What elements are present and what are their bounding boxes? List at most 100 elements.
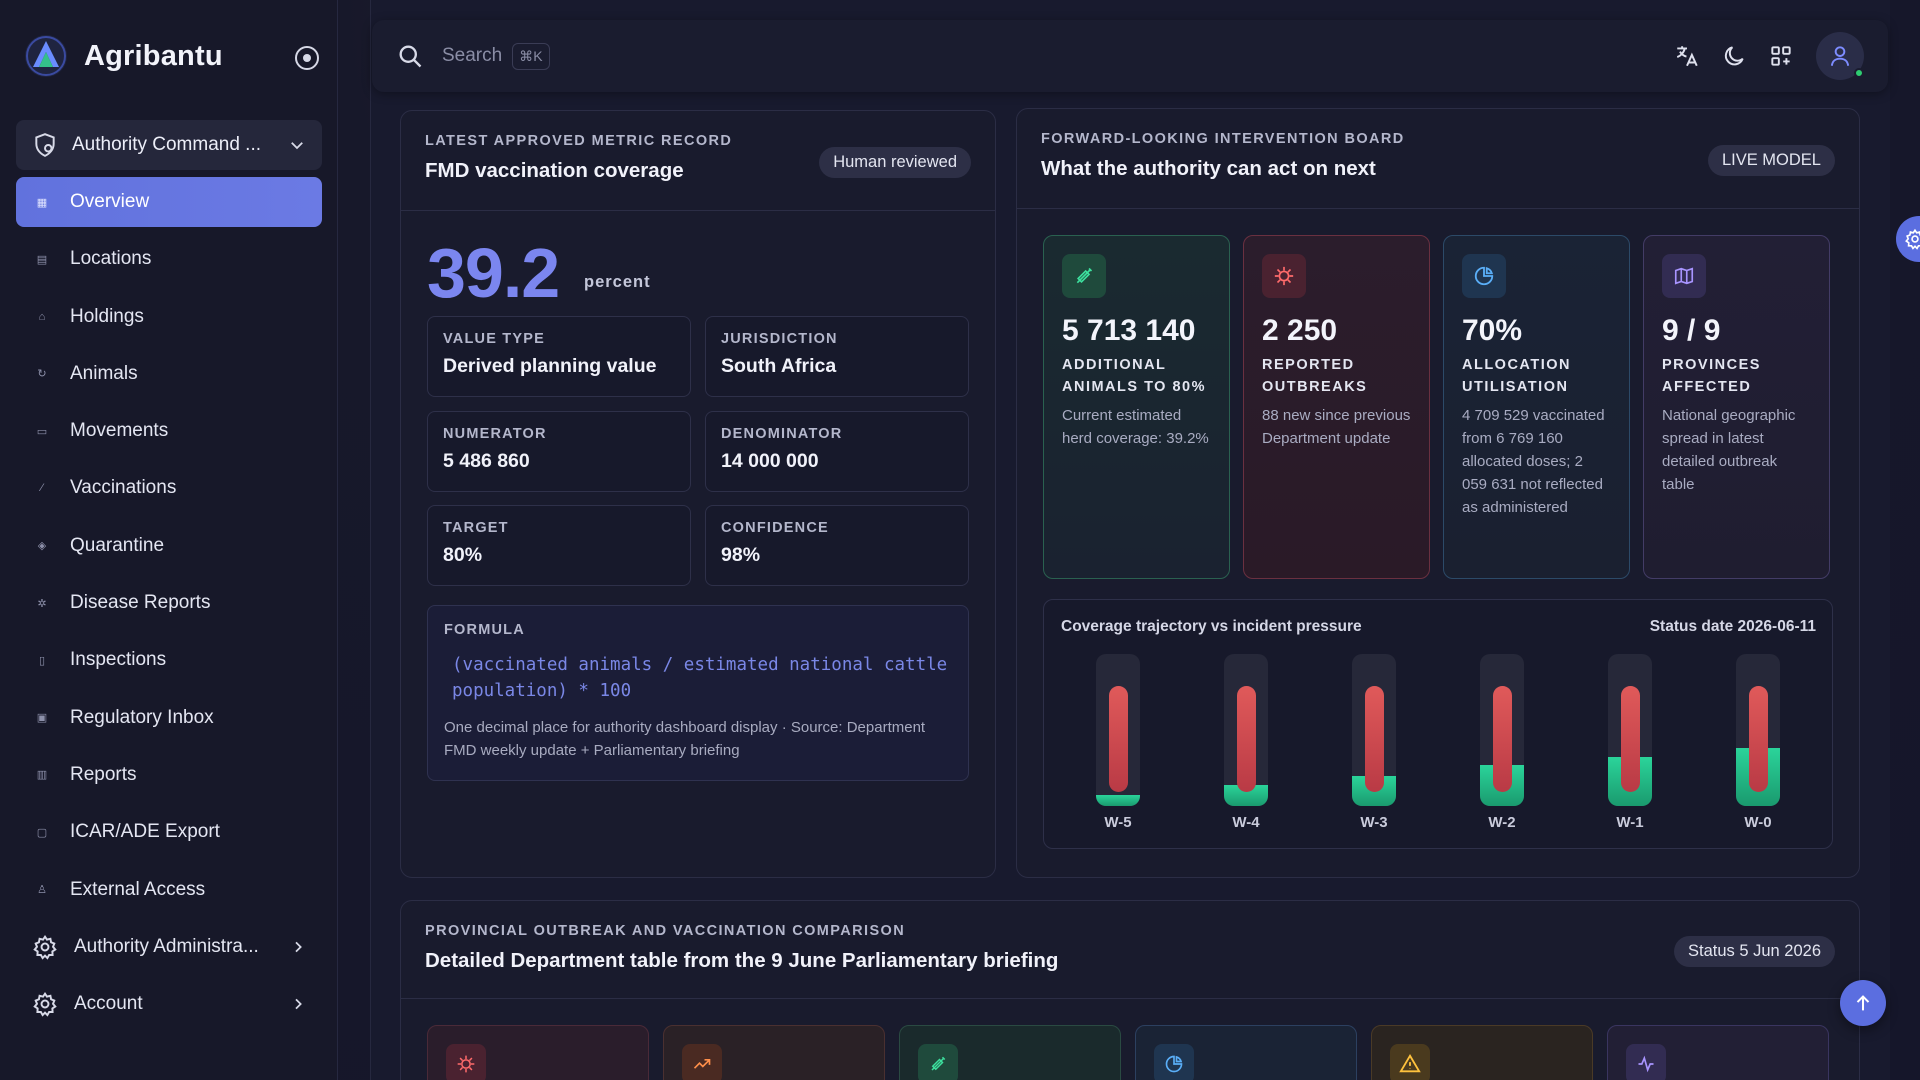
tile-reported-outbreaks[interactable]: 2 250 REPORTED OUTBREAKS 88 new since pr… [1243, 235, 1430, 579]
sidebar-item-movements[interactable]: ▭ Movements [16, 406, 322, 456]
activity-icon [1626, 1044, 1666, 1080]
clipboard-icon: ▯ [38, 654, 46, 667]
sidebar-item-label: ICAR/ADE Export [70, 821, 220, 843]
comparison-tile-trend[interactable] [663, 1025, 885, 1080]
field-key: TARGET [443, 520, 509, 536]
metric-unit: percent [584, 273, 651, 291]
field-value: 5 486 860 [443, 450, 530, 472]
comparison-tile-outbreaks[interactable] [427, 1025, 649, 1080]
chart-tick-label: W-2 [1488, 814, 1516, 831]
map-icon: ▤ [36, 253, 48, 266]
comparison-tile-warning[interactable] [1371, 1025, 1593, 1080]
live-model-badge: LIVE MODEL [1707, 145, 1835, 176]
sidebar-group-label: Account [74, 992, 143, 1014]
gear-icon [33, 934, 57, 960]
tile-description: Current estimated herd coverage: 39.2% [1062, 407, 1209, 447]
metric-record-card: LATEST APPROVED METRIC RECORD FMD vaccin… [400, 110, 996, 878]
jurisdiction-field: JURISDICTION South Africa [705, 316, 969, 397]
chart-tick-label: W-3 [1360, 814, 1388, 831]
sidebar-item-label: Overview [70, 191, 150, 212]
refresh-icon: ↻ [37, 368, 47, 381]
sidebar-group-authority-administration[interactable]: Authority Administra... [16, 922, 322, 972]
field-value: Derived planning value [443, 355, 657, 377]
incident-bar [1237, 685, 1256, 792]
truck-icon: ▭ [36, 425, 48, 438]
tile-description: 4 709 529 vaccinated from 6 769 160 allo… [1462, 407, 1605, 516]
sidebar-item-reports[interactable]: ▥ Reports [16, 750, 322, 800]
value-type-field: VALUE TYPE Derived planning value [427, 316, 691, 397]
comparison-tile-activity[interactable] [1607, 1025, 1829, 1080]
sidebar-item-icar-ade-export[interactable]: ▢ ICAR/ADE Export [16, 807, 322, 857]
chart-bar-track [1096, 654, 1140, 806]
chart-tick-label: W-4 [1232, 814, 1260, 831]
search-icon[interactable] [396, 42, 424, 70]
coverage-bar [1224, 784, 1268, 806]
sidebar-item-holdings[interactable]: ⌂ Holdings [16, 292, 322, 342]
sidebar-item-label: Inspections [70, 649, 167, 671]
sidebar-item-label: Regulatory Inbox [70, 706, 214, 728]
comparison-tile-vaccination[interactable] [899, 1025, 1121, 1080]
sidebar-item-overview[interactable]: ▦ Overview [16, 177, 322, 227]
translate-icon[interactable] [1674, 43, 1700, 69]
sidebar-toggle-icon[interactable] [295, 46, 319, 70]
sidebar-item-label: Movements [70, 420, 169, 442]
virus-icon [1262, 254, 1306, 298]
sidebar-item-regulatory-inbox[interactable]: ▣ Regulatory Inbox [16, 693, 322, 743]
sidebar-item-quarantine[interactable]: ◈ Quarantine [16, 521, 322, 571]
chart-status-date: Status date 2026-06-11 [1649, 618, 1816, 635]
sidebar-group-label: Authority Administra... [74, 935, 259, 957]
brand[interactable]: Agribantu [24, 34, 223, 78]
comparison-tile-allocation[interactable] [1135, 1025, 1357, 1080]
sidebar-item-disease-reports[interactable]: ✲ Disease Reports [16, 578, 322, 628]
user-icon: ♙ [37, 884, 47, 897]
tile-allocation-utilisation[interactable]: 70% ALLOCATION UTILISATION 4 709 529 vac… [1443, 235, 1630, 579]
target-field: TARGET 80% [427, 505, 691, 586]
incident-bar [1109, 685, 1128, 792]
apps-grid-icon[interactable] [1768, 43, 1794, 69]
sidebar-nav: ▦ Overview ▤ Locations ⌂ Holdings ↻ Animals … [16, 177, 322, 1036]
incident-bar [1749, 685, 1768, 792]
tile-label: PROVINCES AFFECTED [1662, 357, 1761, 395]
chart-bar-track [1736, 654, 1780, 806]
sidebar: Agribantu Authority Command ... ▦ Overvie… [0, 0, 338, 1080]
online-status-dot [1854, 68, 1864, 78]
formula-box: FORMULA (vaccinated animals / estimated … [427, 605, 969, 781]
sidebar-item-inspections[interactable]: ▯ Inspections [16, 635, 322, 685]
card-eyebrow: FORWARD-LOOKING INTERVENTION BOARD [1041, 131, 1405, 147]
syringe-icon: ⁄ [41, 482, 43, 495]
card-title: FMD vaccination coverage [425, 159, 684, 182]
syringe-icon [918, 1044, 958, 1080]
formula-label: FORMULA [444, 622, 525, 638]
field-key: NUMERATOR [443, 426, 547, 442]
card-header: PROVINCIAL OUTBREAK AND VACCINATION COMP… [401, 901, 1859, 999]
tile-additional-animals[interactable]: 5 713 140 ADDITIONAL ANIMALS TO 80% Curr… [1043, 235, 1230, 579]
chevron-right-icon [295, 998, 302, 1010]
chevron-down-icon [291, 142, 303, 150]
card-title: What the authority can act on next [1041, 157, 1376, 180]
arrow-up-icon [1856, 995, 1870, 1011]
sidebar-item-animals[interactable]: ↻ Animals [16, 349, 322, 399]
dark-mode-icon[interactable] [1721, 43, 1747, 69]
sidebar-item-label: External Access [70, 878, 206, 900]
gear-icon [33, 991, 57, 1017]
search-input[interactable]: Search [442, 45, 503, 66]
numerator-field: NUMERATOR 5 486 860 [427, 411, 691, 492]
coverage-bar [1096, 795, 1140, 806]
file-icon: ▢ [36, 826, 48, 839]
chevron-right-icon [295, 941, 302, 953]
virus-icon: ✲ [37, 597, 47, 610]
tile-provinces-affected[interactable]: 9 / 9 PROVINCES AFFECTED National geogra… [1643, 235, 1830, 579]
scroll-to-top-button[interactable] [1840, 980, 1886, 1026]
topbar-actions [1653, 32, 1864, 80]
shield-icon: ◈ [37, 540, 47, 553]
sidebar-group-account[interactable]: Account [16, 979, 322, 1029]
sidebar-item-external-access[interactable]: ♙ External Access [16, 865, 322, 915]
chart-tick-label: W-0 [1744, 814, 1772, 831]
sidebar-item-vaccinations[interactable]: ⁄ Vaccinations [16, 463, 322, 513]
syringe-icon [1062, 254, 1106, 298]
avatar[interactable] [1816, 32, 1864, 80]
authority-command-select[interactable]: Authority Command ... [16, 120, 322, 170]
card-eyebrow: LATEST APPROVED METRIC RECORD [425, 133, 733, 149]
shield-gear-icon [35, 133, 55, 157]
sidebar-item-locations[interactable]: ▤ Locations [16, 234, 322, 284]
